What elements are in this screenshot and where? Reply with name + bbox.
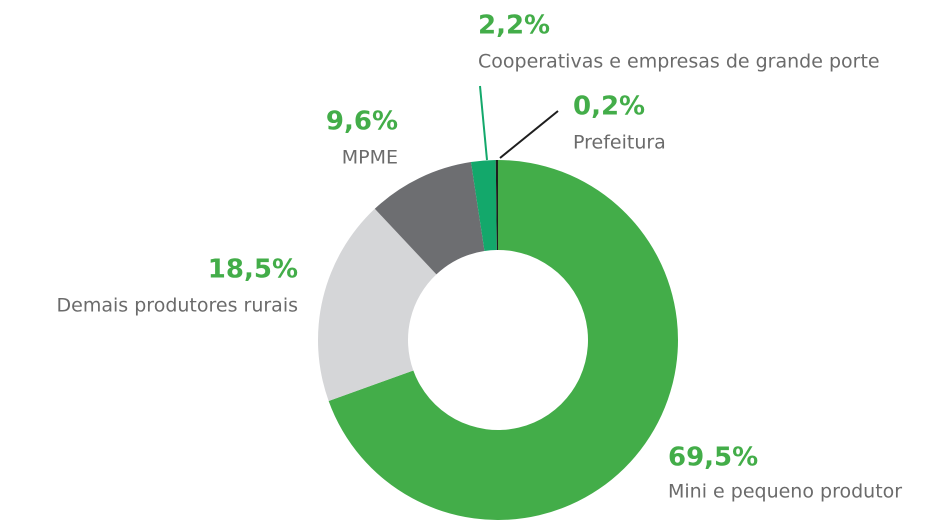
category-label: Cooperativas e empresas de grande porte <box>478 51 880 73</box>
donut-segment <box>318 208 437 401</box>
category-label: Prefeitura <box>573 132 666 154</box>
donut-segment <box>495 160 498 251</box>
category-label: Demais produtores rurais <box>57 295 298 317</box>
value-label: 0,2% <box>573 92 645 122</box>
value-label: 9,6% <box>326 107 398 137</box>
value-label: 18,5% <box>208 255 298 285</box>
donut-segment <box>328 160 678 520</box>
leader-line <box>499 110 559 159</box>
donut-segment <box>374 162 485 275</box>
category-label: Mini e pequeno produtor <box>668 481 902 503</box>
value-label: 69,5% <box>668 443 758 473</box>
donut-segment <box>470 160 497 252</box>
category-label: MPME <box>342 147 398 169</box>
leader-line <box>479 85 488 161</box>
value-label: 2,2% <box>478 11 550 41</box>
